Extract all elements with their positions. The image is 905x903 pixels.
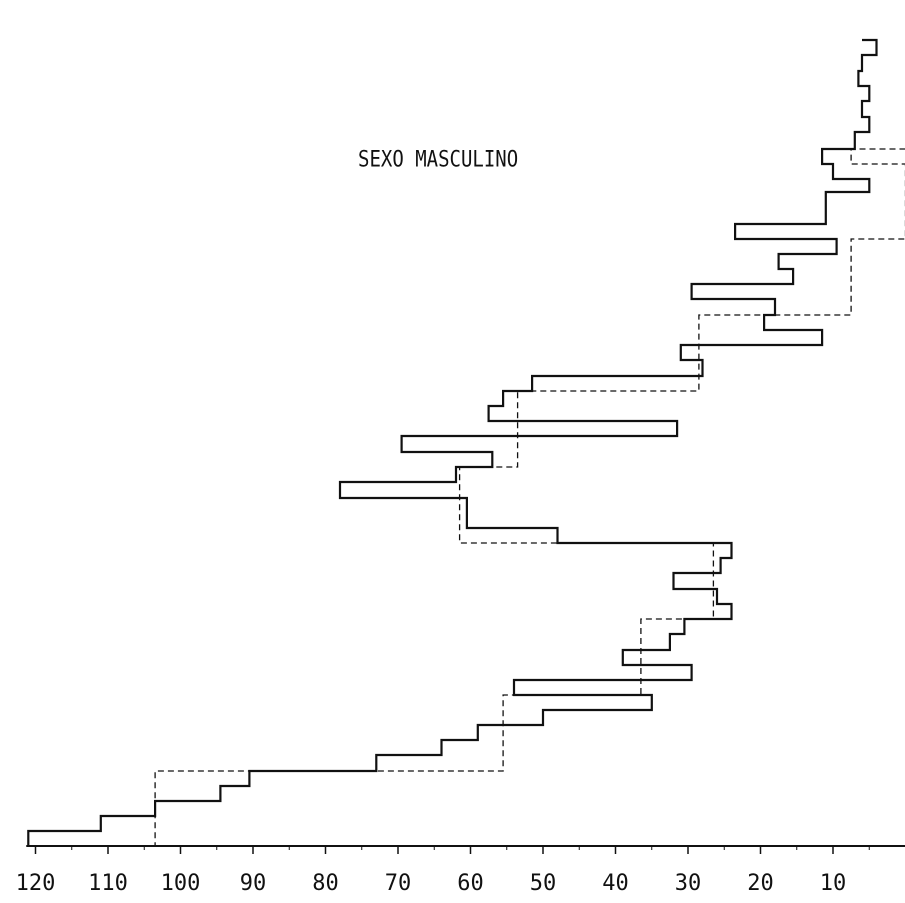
x-tick-labels: 120 110 100 90 80 70 60 50 40 30 20 10	[16, 871, 847, 896]
series-group	[27, 38, 905, 846]
series-solid-line	[27, 38, 878, 846]
x-tick-label: 30	[675, 871, 702, 896]
x-tick-label: 80	[312, 871, 339, 896]
x-tick-label: 60	[457, 871, 484, 896]
series-dashed-line	[154, 148, 905, 846]
x-tick-label: 10	[820, 871, 847, 896]
x-tick-label: 40	[602, 871, 629, 896]
chart-title: SEXO MASCULINO	[358, 147, 519, 173]
x-tick-label: 20	[747, 871, 774, 896]
x-tick-label: 50	[530, 871, 557, 896]
x-tick-label: 100	[161, 871, 201, 896]
x-tick-label: 120	[16, 871, 56, 896]
x-tick-label: 90	[240, 871, 267, 896]
x-tick-label: 70	[385, 871, 412, 896]
x-axis	[26, 845, 905, 854]
x-tick-label: 110	[88, 871, 128, 896]
